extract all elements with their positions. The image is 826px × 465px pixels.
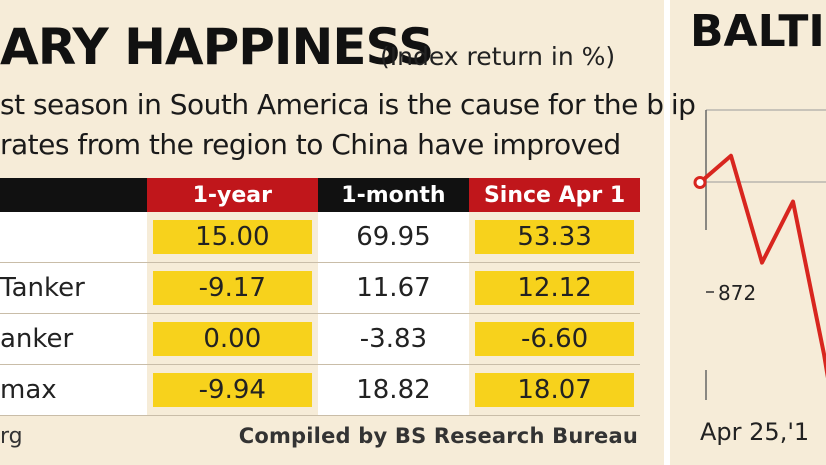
chart-series (693, 153, 826, 379)
chart-labels: 872 Apr 25,'1 (700, 281, 809, 446)
table-row: Tanker -9.17 11.67 12.12 (0, 263, 640, 314)
panel-divider (664, 0, 670, 465)
column-header-1-year: 1-year (146, 178, 318, 212)
annotation-label: 872 (718, 281, 756, 305)
cell-1-month: 69.95 (317, 212, 470, 263)
subtitle-line-2: rates from the region to China have impr… (0, 128, 621, 161)
panel-title: ARY HAPPINESS (0, 18, 434, 76)
cell-1-year: -9.94 (152, 373, 312, 407)
column-header-1-month: 1-month (317, 178, 470, 212)
column-header-name (0, 178, 147, 212)
returns-table: 1-year 1-month Since Apr 1 15.00 69.95 5… (0, 178, 640, 416)
row-name (0, 212, 147, 263)
cell-1-month: 18.82 (317, 365, 470, 416)
cell-since-apr-1: 53.33 (475, 220, 634, 254)
cell-1-year: 0.00 (152, 322, 312, 356)
cell-1-month: -3.83 (317, 314, 470, 365)
row-name: Tanker (0, 263, 147, 314)
cell-1-month: 11.67 (317, 263, 470, 314)
x-tick-label: Apr 25,'1 (700, 418, 809, 446)
baltic-line-chart: 872 Apr 25,'1 (693, 109, 826, 446)
column-header-since-apr-1: Since Apr 1 (469, 178, 640, 212)
baltic-chart-panel: BALTIC 872 Apr 25,'1 (676, 0, 826, 465)
chart-title: BALTIC (690, 6, 826, 57)
cell-since-apr-1: 18.07 (475, 373, 634, 407)
series-start-point (693, 176, 707, 189)
returns-panel: ARY HAPPINESS (Index return in %) st sea… (0, 18, 696, 449)
table-header-row: 1-year 1-month Since Apr 1 (0, 178, 640, 212)
cell-since-apr-1: -6.60 (475, 322, 634, 356)
compiled-by-note: Compiled by BS Research Bureau (238, 424, 638, 448)
chart-gridlines (705, 109, 826, 400)
source-note: rg (0, 424, 23, 449)
row-name: anker (0, 314, 147, 365)
series-line (698, 153, 826, 379)
cell-1-year: -9.17 (152, 271, 312, 305)
cell-since-apr-1: 12.12 (475, 271, 634, 305)
subtitle-line-1: st season in South America is the cause … (0, 88, 696, 121)
row-name: max (0, 365, 147, 416)
cell-1-year: 15.00 (152, 220, 312, 254)
table-row: anker 0.00 -3.83 -6.60 (0, 314, 640, 365)
table-row: 15.00 69.95 53.33 (0, 212, 640, 263)
table-row: max -9.94 18.82 18.07 (0, 365, 640, 416)
unit-note: (Index return in %) (380, 42, 616, 71)
